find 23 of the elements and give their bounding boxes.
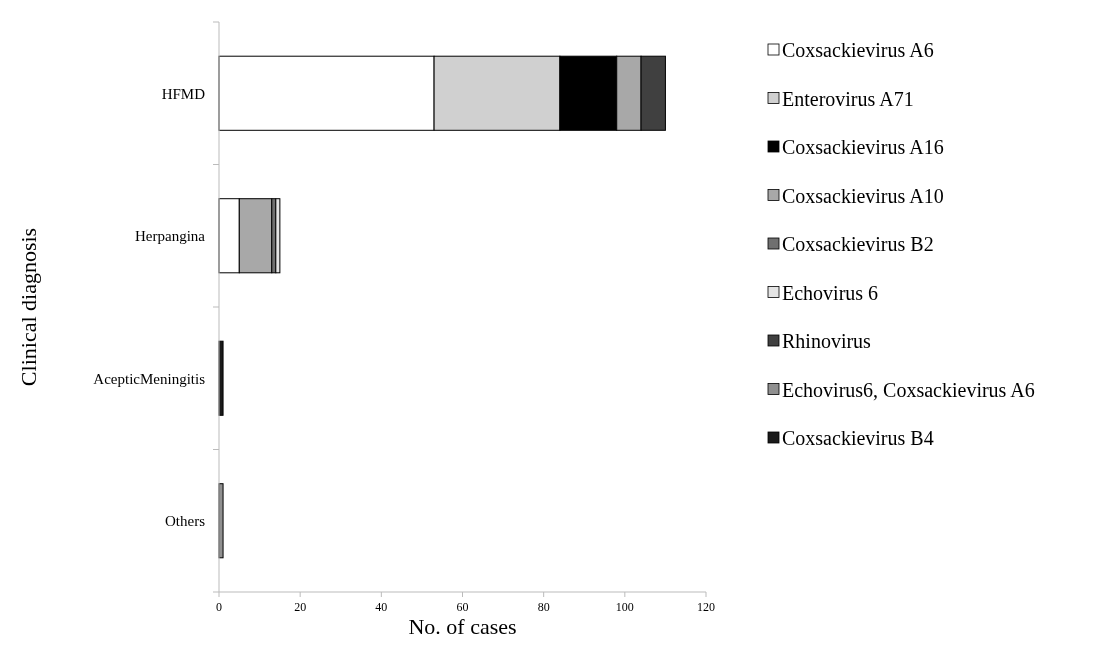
x-tick-label: 0 (216, 600, 222, 614)
y-tick-label: Others (165, 513, 206, 529)
legend-label: Coxsackievirus B2 (782, 233, 934, 255)
legend-label: Rhinovirus (782, 330, 872, 352)
y-tick-label: AcepticMeningitis (93, 370, 206, 387)
x-tick-label: 40 (375, 600, 388, 614)
legend-label: Enterovirus A71 (782, 87, 914, 110)
y-tick-label: HFMD (161, 85, 206, 102)
legend-label: Coxsackievirus B4 (782, 427, 934, 449)
x-axis-title: No. of cases (408, 614, 517, 639)
legend-label: Coxsackievirus A6 (782, 39, 934, 61)
legend-label: Coxsackievirus A10 (782, 184, 944, 207)
x-tick-label: 20 (294, 600, 307, 614)
x-tick-label: 100 (615, 600, 634, 614)
bar (275, 198, 281, 274)
legend-label: Coxsackievirus A16 (782, 136, 944, 158)
x-tick-label: 60 (456, 600, 469, 614)
legend-label: Echovirus6, Coxsackievirus A6 (782, 378, 1035, 401)
legend-label: Echovirus 6 (782, 281, 879, 304)
y-tick-label: Herpangina (135, 228, 206, 244)
y-axis-title: Clinical diagnosis (16, 227, 41, 387)
x-tick-label: 120 (697, 600, 715, 614)
x-tick-label: 80 (537, 600, 550, 614)
